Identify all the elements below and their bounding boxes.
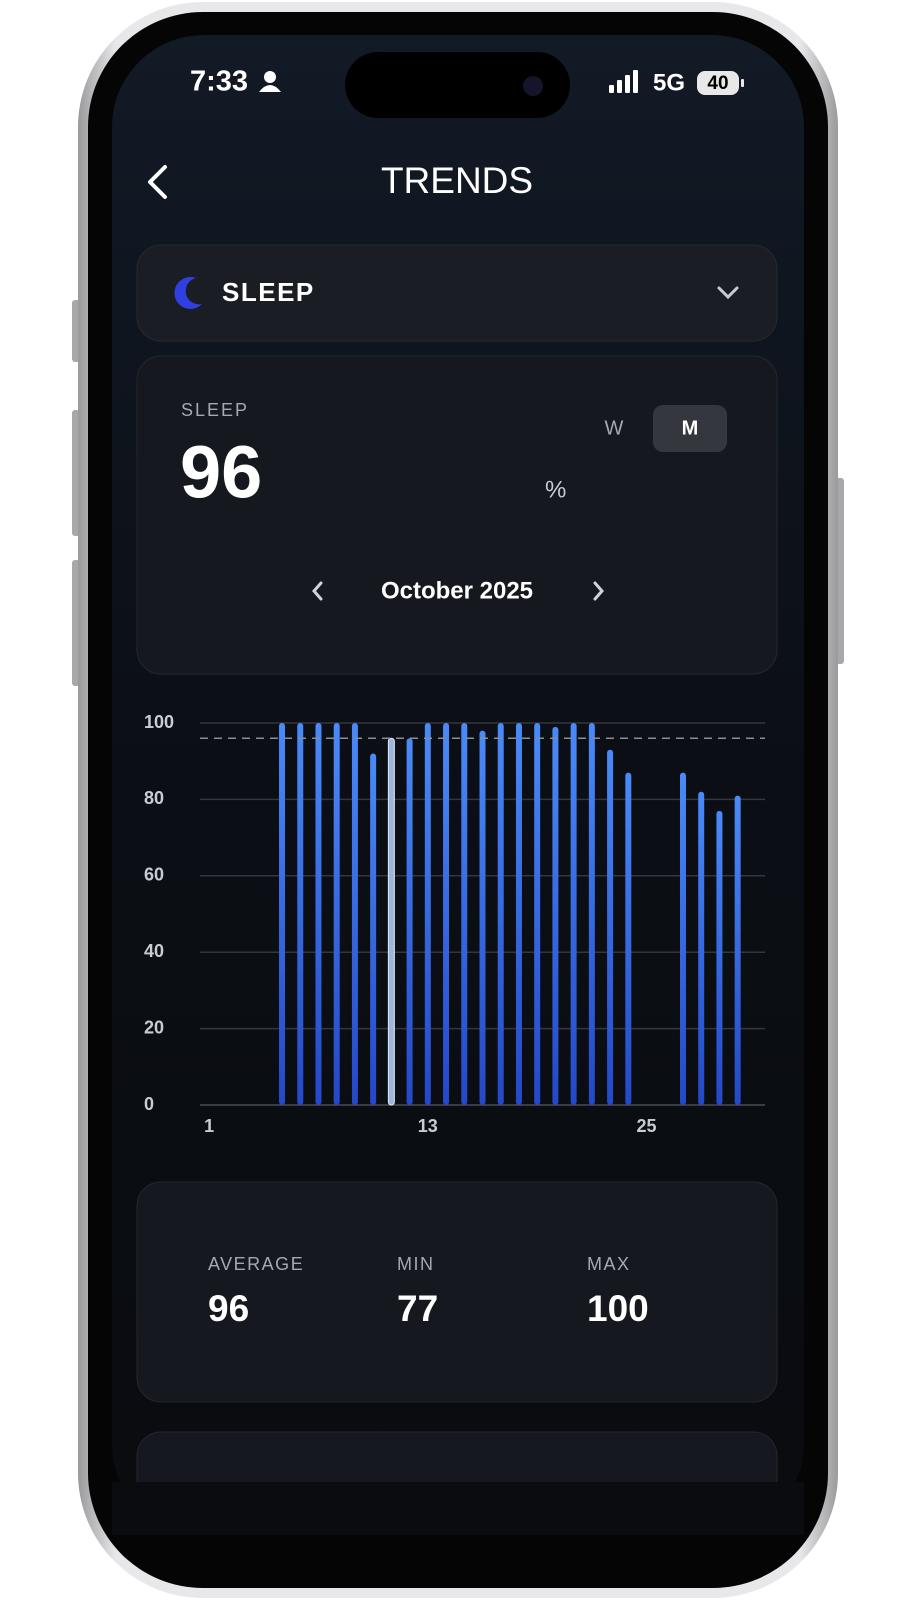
next-month[interactable] xyxy=(593,581,604,601)
summary-card xyxy=(136,355,778,675)
period-option[interactable]: M xyxy=(682,417,699,439)
summary-label: SLEEP xyxy=(181,400,249,420)
bar[interactable] xyxy=(716,810,723,1105)
bar[interactable] xyxy=(607,749,614,1105)
y-tick-label: 0 xyxy=(144,1094,154,1114)
y-tick-label: 80 xyxy=(144,788,164,808)
dynamic-island xyxy=(345,52,570,118)
month-label: October 2025 xyxy=(381,577,533,604)
bar[interactable] xyxy=(351,723,358,1105)
summary-unit: % xyxy=(545,476,566,503)
dropdown-chevron xyxy=(717,286,739,300)
bar[interactable] xyxy=(387,737,395,1106)
y-tick-label: 100 xyxy=(144,712,174,732)
period-button-active[interactable] xyxy=(653,405,727,452)
bar[interactable] xyxy=(588,723,595,1105)
camera xyxy=(523,76,543,96)
y-tick-label: 60 xyxy=(144,865,164,885)
bar[interactable] xyxy=(734,795,741,1105)
bar[interactable] xyxy=(461,723,468,1105)
stat-value: 77 xyxy=(397,1288,438,1329)
battery xyxy=(697,71,739,95)
battery-level: 40 xyxy=(707,73,728,94)
summary-value: 96 xyxy=(180,431,262,514)
bar[interactable] xyxy=(406,738,413,1105)
x-tick-label: 13 xyxy=(418,1116,438,1136)
y-tick-label: 20 xyxy=(144,1017,164,1037)
stat-value: 96 xyxy=(208,1288,249,1329)
bar[interactable] xyxy=(279,723,286,1105)
bar[interactable] xyxy=(534,723,541,1105)
bar[interactable] xyxy=(698,791,705,1105)
stats-card xyxy=(136,1181,778,1403)
stat-label: MIN xyxy=(397,1254,435,1274)
bar[interactable] xyxy=(570,723,577,1105)
bar[interactable] xyxy=(552,726,559,1105)
bar[interactable] xyxy=(370,753,377,1105)
network-label: 5G xyxy=(653,69,685,96)
battery-cap xyxy=(741,79,744,87)
bar[interactable] xyxy=(497,723,504,1105)
bar[interactable] xyxy=(333,723,340,1105)
bar[interactable] xyxy=(679,772,686,1105)
stat-value: 100 xyxy=(587,1288,649,1329)
bar[interactable] xyxy=(515,723,522,1105)
prev-month[interactable] xyxy=(312,581,323,601)
bar[interactable] xyxy=(424,723,431,1105)
bar[interactable] xyxy=(443,723,450,1105)
chart: 0 20 40 60 80 100 1 13 25 xyxy=(144,712,765,1136)
person-icon xyxy=(259,71,281,92)
moon-icon xyxy=(174,276,202,309)
y-tick-label: 40 xyxy=(144,941,164,961)
bar[interactable] xyxy=(625,772,632,1105)
signal-icon xyxy=(609,70,638,93)
period-option[interactable]: W xyxy=(605,417,624,439)
x-tick-label: 25 xyxy=(637,1116,657,1136)
home-area xyxy=(112,1482,804,1535)
x-tick-label: 1 xyxy=(204,1116,214,1136)
metric-label: SLEEP xyxy=(222,277,315,307)
stat-label: AVERAGE xyxy=(208,1254,304,1274)
stat-label: MAX xyxy=(587,1254,631,1274)
status-time: 7:33 xyxy=(190,66,248,98)
bar[interactable] xyxy=(315,723,322,1105)
back-button[interactable] xyxy=(148,165,167,199)
bar[interactable] xyxy=(479,730,486,1105)
metric-selector[interactable] xyxy=(136,244,778,342)
bar[interactable] xyxy=(297,723,304,1105)
page-title: TRENDS xyxy=(381,160,533,201)
legend-card xyxy=(136,1431,778,1482)
